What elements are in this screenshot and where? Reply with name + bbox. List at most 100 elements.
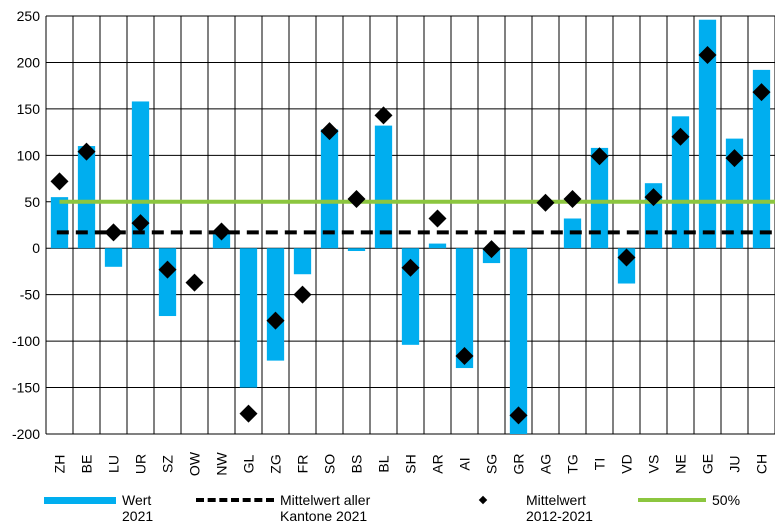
marker-mittelwert-2012-2021: [428, 209, 447, 228]
legend-item-wert: Wert 2021: [44, 492, 153, 524]
marker-mittelwert-2012-2021: [185, 273, 204, 292]
x-tick-label: AG: [538, 454, 554, 474]
x-tick-label: ZG: [268, 454, 284, 473]
marker-mittelwert-2012-2021: [563, 189, 582, 208]
marker-mittelwert-2012-2021: [482, 240, 501, 259]
bar-wert-2021: [77, 146, 96, 249]
x-tick-label: AI: [457, 457, 473, 470]
bar-wert-2021: [428, 243, 447, 249]
marker-mittelwert-2012-2021: [752, 83, 771, 102]
bar-wert-2021: [590, 147, 609, 249]
x-tick-label: TG: [565, 454, 581, 473]
x-tick-label: NW: [214, 452, 230, 476]
x-tick-label: OW: [187, 451, 203, 476]
marker-mittelwert-2012-2021: [212, 222, 231, 241]
y-tick-label: -150: [12, 380, 40, 396]
legend-item-mittelwert-kantone: Mittelwert aller Kantone 2021: [196, 492, 370, 524]
x-tick-label: BL: [376, 455, 392, 472]
y-tick-label: -50: [20, 287, 40, 303]
marker-mittelwert-2012-2021: [293, 285, 312, 304]
x-tick-label: ZH: [52, 455, 68, 474]
x-tick-label: CH: [754, 454, 770, 474]
marker-mittelwert-2012-2021: [320, 122, 339, 141]
y-tick-label: 150: [17, 101, 41, 117]
bar-wert-2021: [698, 19, 717, 249]
bar-wert-2021: [158, 248, 177, 317]
x-tick-label: BS: [349, 455, 365, 474]
legend-label: 50%: [712, 492, 741, 508]
marker-mittelwert-2012-2021: [698, 46, 717, 65]
bar-wert-2021: [374, 125, 393, 249]
x-tick-label: GE: [700, 454, 716, 474]
x-tick-label: JU: [727, 455, 743, 472]
marker-mittelwert-2012-2021: [374, 106, 393, 125]
x-tick-label: TI: [592, 458, 608, 470]
x-tick-label: BE: [79, 455, 95, 474]
marker-mittelwert-2012-2021: [158, 260, 177, 279]
x-tick-label: FR: [295, 455, 311, 474]
y-tick-label: 200: [17, 54, 41, 70]
legend-swatch-green-line: [638, 498, 706, 502]
x-tick-label: NE: [673, 454, 689, 473]
x-tick-label: GL: [241, 454, 257, 473]
marker-mittelwert-2012-2021: [536, 193, 555, 212]
marker-mittelwert-2012-2021: [347, 189, 366, 208]
legend-label: 2012-2021: [526, 508, 593, 524]
marker-mittelwert-2012-2021: [644, 188, 663, 207]
x-tick-label: SZ: [160, 455, 176, 473]
legend-item-50-percent: 50%: [638, 492, 740, 508]
y-tick-label: 0: [32, 240, 40, 256]
x-tick-label: VS: [646, 455, 662, 474]
x-tick-label: SH: [403, 454, 419, 473]
y-tick-label: 50: [24, 194, 40, 210]
marker-mittelwert-2012-2021: [77, 142, 96, 161]
bar-wert-2021: [212, 234, 231, 249]
x-tick-label: UR: [133, 454, 149, 474]
legend-label: Mittelwert: [526, 492, 586, 508]
bar-wert-2021: [293, 248, 312, 275]
marker-mittelwert-2012-2021: [509, 406, 528, 425]
chart-legend: Wert 2021 Mittelwert aller Kantone 2021 …: [0, 492, 775, 531]
x-tick-label: GR: [511, 454, 527, 475]
marker-mittelwert-2012-2021: [131, 214, 150, 233]
marker-mittelwert-2012-2021: [266, 311, 285, 330]
y-tick-label: -200: [12, 426, 40, 442]
bar-wert-2021: [131, 101, 150, 249]
legend-item-mittelwert-2012-2021: Mittelwert 2012-2021: [444, 492, 593, 524]
marker-mittelwert-2012-2021: [239, 404, 258, 423]
x-tick-label: AR: [430, 454, 446, 473]
x-tick-label: LU: [106, 455, 122, 473]
legend-label: Kantone 2021: [280, 508, 368, 524]
marker-mittelwert-2012-2021: [455, 346, 474, 365]
bar-wert-2021: [347, 248, 366, 252]
legend-label: Mittelwert aller: [280, 492, 371, 508]
marker-mittelwert-2012-2021: [617, 248, 636, 267]
marker-mittelwert-2012-2021: [671, 127, 690, 146]
legend-swatch-diamond: [480, 497, 486, 503]
x-tick-label: SO: [322, 454, 338, 474]
bar-wert-2021: [725, 138, 744, 249]
bar-wert-2021: [671, 116, 690, 249]
bar-wert-2021: [104, 248, 123, 267]
legend-label: 2021: [122, 508, 154, 524]
x-tick-label: SG: [484, 454, 500, 474]
marker-mittelwert-2012-2021: [104, 223, 123, 242]
y-tick-label: -100: [12, 333, 40, 349]
bar-wert-2021: [50, 197, 69, 249]
legend-swatch-dashed-line: [196, 498, 274, 502]
marker-mittelwert-2012-2021: [401, 258, 420, 277]
legend-swatch-bar: [44, 497, 116, 504]
marker-mittelwert-2012-2021: [590, 147, 609, 166]
y-tick-label: 250: [17, 8, 41, 24]
bar-wert-2021: [455, 248, 474, 369]
marker-mittelwert-2012-2021: [50, 172, 69, 191]
chart-plot: 250 200 150 100 50 0 -50 -100 -150 -200 ZH BE LU UR SZ…: [12, 8, 775, 476]
bar-wert-2021: [266, 248, 285, 361]
y-tick-label: 100: [17, 147, 41, 163]
marker-mittelwert-2012-2021: [725, 149, 744, 168]
bar-wert-2021: [239, 248, 258, 388]
bar-wert-2021: [509, 248, 528, 434]
bar-wert-2021: [320, 129, 339, 249]
x-tick-label: VD: [619, 454, 635, 473]
legend-label: Wert: [122, 492, 152, 508]
